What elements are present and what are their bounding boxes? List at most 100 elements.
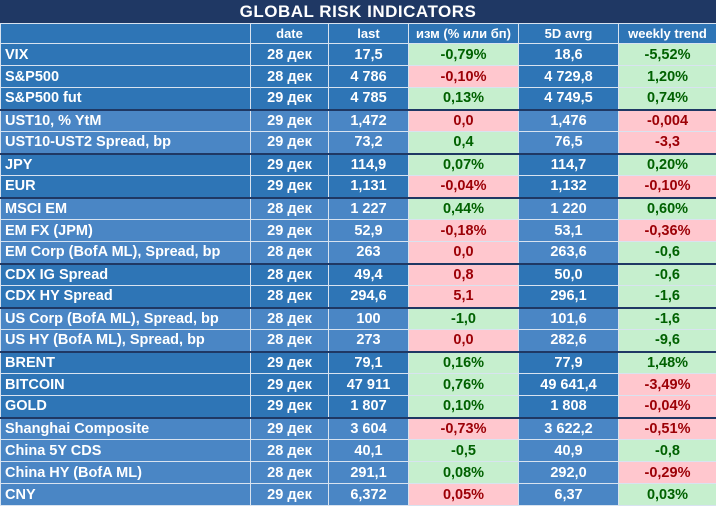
row-5d-avg: 1,132	[518, 175, 619, 198]
row-date: 29 дек	[250, 87, 329, 110]
row-5d-avg: 296,1	[518, 285, 619, 308]
table-row: Shanghai Composite 29 дек 3 604 -0,73% 3 622…	[0, 416, 716, 440]
row-weekly-trend: -1,6	[618, 285, 716, 308]
row-5d-avg: 4 729,8	[518, 65, 619, 88]
row-last: 1 807	[328, 395, 409, 418]
row-5d-avg: 77,9	[518, 350, 619, 374]
table-row: MSCI EM 28 дек 1 227 0,44% 1 220 0,60%	[0, 196, 716, 220]
table-row: China HY (BofA ML) 28 дек 291,1 0,08% 292,0-…	[0, 461, 716, 484]
row-date: 29 дек	[250, 131, 329, 154]
row-change: 0,0	[408, 108, 519, 132]
table-row: GOLD 29 дек 1 807 0,10% 1 808 -0,04%	[0, 395, 716, 418]
row-weekly-trend: 1,20%	[618, 65, 716, 88]
row-name: VIX	[0, 43, 251, 66]
row-name: EM Corp (BofA ML), Spread, bp	[0, 241, 251, 264]
table-row: UST10-UST2 Spread, bp 29 дек 73,2 0,4 76,5 -3…	[0, 131, 716, 154]
row-change: 0,4	[408, 131, 519, 154]
row-last: 17,5	[328, 43, 409, 66]
row-weekly-trend: 0,20%	[618, 152, 716, 176]
row-name: UST10-UST2 Spread, bp	[0, 131, 251, 154]
row-weekly-trend: -0,04%	[618, 395, 716, 418]
table-row: CDX HY Spread 28 дек 294,6 5,1 296,1 -1,6	[0, 285, 716, 308]
row-date: 28 дек	[250, 285, 329, 308]
row-last: 1,131	[328, 175, 409, 198]
row-change: 0,05%	[408, 483, 519, 506]
row-5d-avg: 1 220	[518, 196, 619, 220]
row-weekly-trend: 0,60%	[618, 196, 716, 220]
row-change: 0,8	[408, 262, 519, 286]
header-weekly-trend: weekly trend	[618, 23, 716, 44]
row-5d-avg: 53,1	[518, 219, 619, 242]
row-change: 0,13%	[408, 87, 519, 110]
row-change: 0,76%	[408, 373, 519, 396]
table-row: S&P500 28 дек 4 786 -0,10% 4 729,8 1,20%	[0, 65, 716, 88]
row-last: 49,4	[328, 262, 409, 286]
table-row: China 5Y CDS 28 дек 40,1 -0,5 40,9 -0,8	[0, 439, 716, 462]
table-row: S&P500 fut 29 дек 4 785 0,13% 4 749,5 0,74%	[0, 87, 716, 110]
row-name: JPY	[0, 152, 251, 176]
row-last: 1,472	[328, 108, 409, 132]
row-last: 294,6	[328, 285, 409, 308]
row-weekly-trend: -3,3	[618, 131, 716, 154]
row-change: -0,04%	[408, 175, 519, 198]
row-date: 28 дек	[250, 241, 329, 264]
header-5d-avg: 5D avrg	[518, 23, 619, 44]
table-header-row: date last изм (% или бп) 5D avrg weekly …	[0, 23, 716, 44]
table-row: EM FX (JPM) 29 дек 52,9 -0,18% 53,1 -0,36%	[0, 219, 716, 242]
row-5d-avg: 3 622,2	[518, 416, 619, 440]
row-5d-avg: 50,0	[518, 262, 619, 286]
table-row: JPY 29 дек 114,9 0,07% 114,7 0,20%	[0, 152, 716, 176]
row-5d-avg: 1 808	[518, 395, 619, 418]
row-weekly-trend: -0,004	[618, 108, 716, 132]
row-last: 40,1	[328, 439, 409, 462]
page-title: GLOBAL RISK INDICATORS	[0, 0, 716, 23]
row-5d-avg: 4 749,5	[518, 87, 619, 110]
row-name: CDX HY Spread	[0, 285, 251, 308]
row-last: 4 785	[328, 87, 409, 110]
row-5d-avg: 6,37	[518, 483, 619, 506]
row-date: 29 дек	[250, 483, 329, 506]
row-name: GOLD	[0, 395, 251, 418]
row-date: 28 дек	[250, 329, 329, 352]
row-5d-avg: 49 641,4	[518, 373, 619, 396]
risk-indicators-table: date last изм (% или бп) 5D avrg weekly …	[0, 23, 716, 506]
header-date: date	[250, 23, 329, 44]
row-date: 29 дек	[250, 175, 329, 198]
row-date: 29 дек	[250, 152, 329, 176]
row-weekly-trend: -3,49%	[618, 373, 716, 396]
row-5d-avg: 40,9	[518, 439, 619, 462]
row-last: 114,9	[328, 152, 409, 176]
table-row: EM Corp (BofA ML), Spread, bp 28 дек 263 0,…	[0, 241, 716, 264]
row-change: -0,10%	[408, 65, 519, 88]
row-date: 29 дек	[250, 350, 329, 374]
row-name: S&P500 fut	[0, 87, 251, 110]
row-date: 28 дек	[250, 65, 329, 88]
row-date: 29 дек	[250, 108, 329, 132]
row-last: 1 227	[328, 196, 409, 220]
row-weekly-trend: -0,6	[618, 262, 716, 286]
row-change: -1,0	[408, 306, 519, 330]
row-last: 73,2	[328, 131, 409, 154]
row-change: 0,0	[408, 241, 519, 264]
row-5d-avg: 282,6	[518, 329, 619, 352]
row-date: 28 дек	[250, 43, 329, 66]
row-last: 3 604	[328, 416, 409, 440]
row-weekly-trend: -5,52%	[618, 43, 716, 66]
row-change: -0,73%	[408, 416, 519, 440]
row-name: China 5Y CDS	[0, 439, 251, 462]
row-date: 28 дек	[250, 461, 329, 484]
row-last: 79,1	[328, 350, 409, 374]
row-weekly-trend: -0,36%	[618, 219, 716, 242]
row-weekly-trend: -0,51%	[618, 416, 716, 440]
row-change: 5,1	[408, 285, 519, 308]
row-last: 263	[328, 241, 409, 264]
table-row: US HY (BofA ML), Spread, bp 28 дек 273 0,0 2…	[0, 329, 716, 352]
row-name: CDX IG Spread	[0, 262, 251, 286]
row-name: S&P500	[0, 65, 251, 88]
row-change: 0,16%	[408, 350, 519, 374]
row-last: 6,372	[328, 483, 409, 506]
row-weekly-trend: -0,10%	[618, 175, 716, 198]
row-date: 28 дек	[250, 439, 329, 462]
table-row: UST10, % YtM 29 дек 1,472 0,0 1,476 -0,004	[0, 108, 716, 132]
row-change: 0,0	[408, 329, 519, 352]
